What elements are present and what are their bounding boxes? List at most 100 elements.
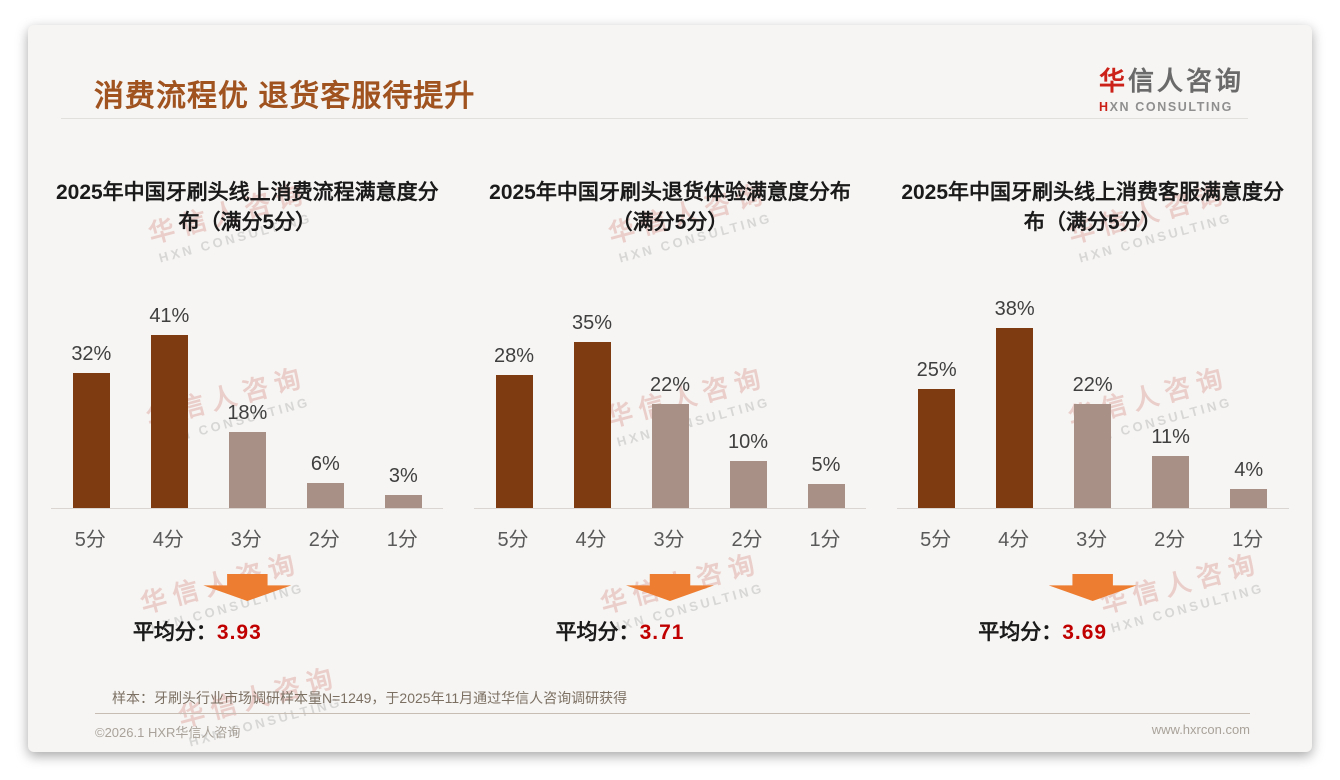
category-label: 1分 bbox=[809, 529, 841, 551]
company-logo: 华信人咨询 HXN CONSULTING bbox=[1099, 61, 1244, 114]
plot-area: 25% 38% 22% 11% 4% bbox=[896, 240, 1289, 509]
bar-value-label: 41% bbox=[149, 304, 190, 327]
website-text: www.hxrcon.com bbox=[1151, 722, 1250, 737]
average-line: 平均分：3.71 bbox=[409, 616, 832, 646]
category-label: 4分 bbox=[575, 529, 607, 551]
category-label: 4分 bbox=[152, 529, 184, 551]
bar bbox=[918, 389, 956, 508]
bar-value-label: 18% bbox=[227, 402, 268, 424]
average-label: 平均分： bbox=[132, 621, 217, 644]
bar-value-label: 28% bbox=[493, 345, 535, 367]
bar-value-label: 32% bbox=[71, 342, 112, 365]
category-label: 5分 bbox=[74, 529, 106, 551]
down-arrow-icon bbox=[626, 574, 714, 601]
bar bbox=[996, 327, 1034, 508]
bar bbox=[150, 334, 188, 508]
logo-english-accent: H bbox=[1098, 100, 1110, 114]
bar-slot: 41% bbox=[130, 305, 208, 508]
chart-title: 2025年中国牙刷头线上消费流程满意度分布（满分5分） bbox=[55, 181, 439, 235]
category-label: 2分 bbox=[1154, 529, 1186, 551]
chart-title: 2025年中国牙刷头退货体验满意度分布（满分5分） bbox=[489, 181, 851, 235]
category-label: 5分 bbox=[920, 529, 952, 551]
bar-value-label: 22% bbox=[1072, 373, 1113, 396]
category-label: 3分 bbox=[1076, 529, 1108, 551]
average-value: 3.93 bbox=[216, 621, 262, 644]
category-label: 3分 bbox=[653, 529, 685, 551]
bar bbox=[306, 482, 344, 508]
average-value: 3.71 bbox=[639, 621, 685, 644]
category-axis: 5分 4分 3分 2分 1分 bbox=[474, 509, 866, 552]
average-line: 平均分：3.93 bbox=[28, 616, 409, 646]
bar bbox=[1074, 403, 1112, 508]
bar-value-label: 3% bbox=[388, 465, 418, 488]
logo-english-rest: XN CONSULTING bbox=[1109, 100, 1233, 114]
chart-1: 2025年中国牙刷头线上消费流程满意度分布（满分5分） 32% 41% 18% 6% 3%… bbox=[36, 178, 459, 646]
bar-slot: 38% bbox=[976, 297, 1054, 508]
logo-accent-char: 华 bbox=[1098, 66, 1128, 96]
bar-value-label: 6% bbox=[310, 452, 340, 475]
chart-title: 2025年中国牙刷头线上消费客服满意度分布（满分5分） bbox=[901, 181, 1285, 235]
bar-slot: 22% bbox=[631, 373, 709, 508]
bar bbox=[807, 484, 845, 508]
category-label: 1分 bbox=[386, 529, 418, 551]
logo-english-text: HXN CONSULTING bbox=[1099, 100, 1244, 114]
category-label: 2分 bbox=[731, 529, 763, 551]
bar-value-label: 35% bbox=[571, 311, 613, 334]
bar bbox=[228, 432, 266, 508]
chart-2: 2025年中国牙刷头退货体验满意度分布（满分5分） 28% 35% 22% 10% 5% 5… bbox=[459, 178, 882, 646]
bar-value-label: 5% bbox=[811, 454, 841, 477]
category-axis: 5分 4分 3分 2分 1分 bbox=[897, 509, 1289, 552]
average-label: 平均分： bbox=[978, 621, 1063, 644]
bar bbox=[1152, 455, 1190, 508]
bar-slot: 3% bbox=[364, 465, 442, 508]
slide: 华信人咨询 HXN CONSULTING 华信人咨询 HXN CONSULTING 华信… bbox=[28, 25, 1312, 752]
plot-area: 28% 35% 22% 10% 5% bbox=[474, 240, 866, 509]
copyright-text: ©2026.1 HXR华信人咨询 bbox=[95, 725, 241, 740]
bar-value-label: 11% bbox=[1151, 425, 1190, 448]
bar-slot: 6% bbox=[286, 453, 364, 508]
bar bbox=[1230, 489, 1268, 508]
bar-slot: 18% bbox=[208, 402, 286, 508]
logo-chinese-rest: 信人咨询 bbox=[1127, 66, 1244, 96]
bar-value-label: 25% bbox=[916, 359, 957, 382]
average-line: 平均分：3.69 bbox=[831, 616, 1254, 646]
footer-divider bbox=[95, 713, 1250, 714]
bar-slot: 28% bbox=[475, 345, 553, 508]
bar bbox=[384, 495, 422, 508]
category-axis: 5分 4分 3分 2分 1分 bbox=[51, 509, 443, 552]
plot-area: 32% 41% 18% 6% 3% bbox=[51, 240, 444, 509]
chart-3: 2025年中国牙刷头线上消费客服满意度分布（满分5分） 25% 38% 22% 11% 4… bbox=[881, 178, 1304, 646]
average-label: 平均分： bbox=[555, 621, 640, 644]
bar-slot: 5% bbox=[787, 454, 865, 508]
bar-value-label: 4% bbox=[1234, 459, 1264, 481]
category-label: 3分 bbox=[230, 529, 262, 551]
bar-slot: 25% bbox=[898, 359, 976, 508]
bar bbox=[72, 372, 110, 508]
bar-slot: 11% bbox=[1132, 426, 1210, 508]
bar-value-label: 10% bbox=[727, 430, 769, 453]
bar-slot: 4% bbox=[1210, 459, 1288, 508]
bar-slot: 22% bbox=[1054, 373, 1132, 508]
page-title: 消费流程优 退货客服待提升 bbox=[94, 80, 476, 113]
logo-chinese-text: 华信人咨询 bbox=[1099, 61, 1244, 98]
bar bbox=[729, 460, 767, 508]
bar-slot: 10% bbox=[709, 430, 787, 508]
sample-note: 样本：牙刷头行业市场调研样本量N=1249，于2025年11月通过华信人咨询调研… bbox=[112, 690, 628, 706]
average-value: 3.69 bbox=[1062, 621, 1108, 644]
charts-area: 2025年中国牙刷头线上消费流程满意度分布（满分5分） 32% 41% 18% 6% 3%… bbox=[36, 178, 1304, 646]
bar bbox=[573, 341, 611, 508]
bar-value-label: 22% bbox=[649, 373, 691, 396]
bar-value-label: 38% bbox=[994, 297, 1035, 320]
down-arrow-icon bbox=[1048, 574, 1137, 601]
bar bbox=[651, 403, 689, 508]
category-label: 5分 bbox=[497, 529, 529, 551]
bar bbox=[495, 375, 533, 508]
bar-slot: 35% bbox=[553, 312, 631, 508]
header-divider bbox=[61, 118, 1248, 119]
category-label: 1分 bbox=[1232, 529, 1264, 551]
bar-slot: 32% bbox=[52, 343, 130, 508]
category-label: 2分 bbox=[308, 529, 340, 551]
category-label: 4分 bbox=[998, 529, 1030, 551]
footer: ©2026.1 HXR华信人咨询 www.hxrcon.com bbox=[95, 722, 1250, 741]
